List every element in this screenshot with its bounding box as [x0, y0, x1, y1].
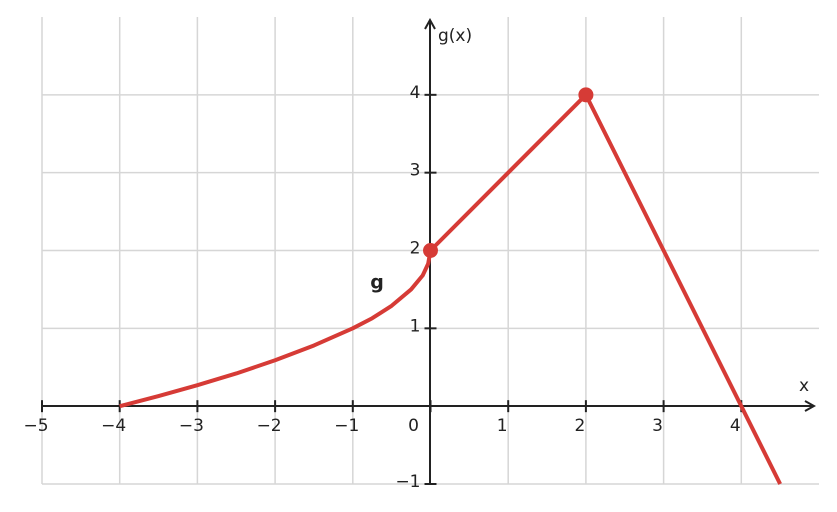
- point: [578, 87, 594, 103]
- x-tick-label: −1: [334, 416, 359, 436]
- x-tick-label: 4: [730, 416, 741, 436]
- x-tick-label: 2: [574, 416, 585, 436]
- x-tick-label: 1: [497, 416, 508, 436]
- x-tick-label: −5: [23, 416, 48, 436]
- annotation: g: [370, 272, 384, 294]
- y-tick-label: −1: [395, 472, 420, 492]
- point: [423, 243, 438, 258]
- y-axis-label: g(x): [438, 26, 472, 46]
- y-tick-label: 1: [410, 316, 421, 336]
- y-tick-label: 2: [410, 239, 421, 259]
- x-axis-label: x: [799, 376, 809, 396]
- x-tick-label: 3: [652, 416, 663, 436]
- x-tick-label: 0: [408, 416, 419, 436]
- line-series: [119, 92, 782, 485]
- y-tick-label: 3: [410, 161, 421, 181]
- x-tick-label: −2: [257, 416, 282, 436]
- x-tick-label: −3: [179, 416, 204, 436]
- x-tick-label: −4: [101, 416, 126, 436]
- y-tick-label: 4: [410, 83, 421, 103]
